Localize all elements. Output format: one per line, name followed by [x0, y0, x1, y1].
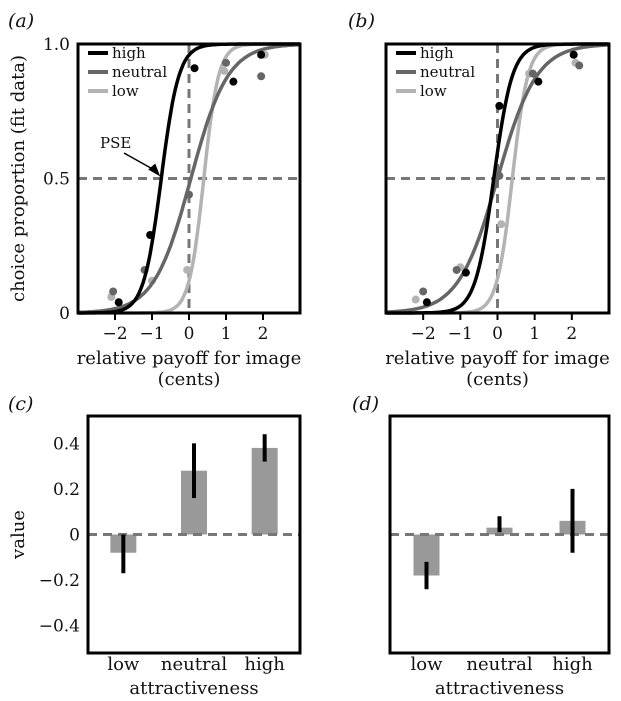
panel-a-xlabel: relative payoff for image: [77, 348, 302, 369]
panel-c-label: (c): [8, 393, 33, 415]
panel-a-ylabel: choice proportion (fit data): [8, 55, 29, 302]
panel-a-annotation: PSE: [100, 134, 131, 152]
panel-c-ytick-label: 0.2: [53, 480, 80, 500]
panel-a-ytick-label: 1.0: [43, 35, 70, 55]
panel-c-xtick-label: neutral: [161, 654, 227, 675]
panel-d-xlabel: attractiveness: [435, 678, 564, 699]
panel-b-legend-neutral: neutral: [420, 63, 475, 81]
panel-a-xlabel-units: (cents): [158, 369, 221, 390]
panel-a-legend-neutral: neutral: [112, 63, 167, 81]
panel-d-frame: [388, 414, 611, 655]
panel-a-point-high: [190, 64, 199, 73]
panel-a-point-high: [229, 77, 238, 86]
panel-a-point-neutral: [222, 58, 230, 67]
panel-a-curve-neutral: [78, 42, 301, 315]
panel-a-point-low: [220, 66, 229, 75]
panel-d-xtick-label: neutral: [466, 654, 532, 675]
panel-a-point-low: [183, 265, 192, 274]
panel-b-xtick-label: 0: [492, 324, 503, 344]
panel-b-legend-low: low: [420, 82, 447, 100]
panel-c-ytick-label: 0: [69, 526, 80, 546]
panel-a-point-high: [257, 50, 266, 59]
panel-c-bar-high: [251, 447, 278, 535]
panel-b-point-low: [411, 295, 420, 304]
panel-b-point-neutral: [419, 287, 428, 296]
panel-b-point-high: [495, 101, 504, 110]
panel-b-point-low: [497, 220, 506, 229]
panel-b-xtick-label: 2: [566, 324, 577, 344]
panel-a-xtick-label: 0: [184, 324, 195, 344]
panel-a-legend-low: low: [112, 82, 139, 100]
panel-c-xtick-label: low: [107, 654, 140, 675]
panel-b-point-high: [569, 50, 578, 59]
panel-d-xtick-label: high: [552, 654, 593, 675]
panel-a-annotation-arrow: [123, 152, 156, 172]
panel-c-ytick-label: 0.4: [53, 434, 80, 454]
panel-a-ytick-label: 0.5: [43, 170, 70, 190]
panel-b-point-high: [422, 298, 431, 307]
panel-a-point-neutral: [257, 72, 266, 81]
panel-c-ytick-label: −0.2: [39, 571, 80, 591]
panel-a-point-high: [146, 230, 155, 239]
panel-a-legend-high: high: [112, 44, 146, 62]
panel-b-xtick-label: −1: [448, 324, 473, 344]
panel-b-xtick-label: 1: [529, 324, 540, 344]
panel-a-xtick-label: 1: [221, 324, 232, 344]
panel-a-xtick-label: −2: [102, 324, 127, 344]
panel-a-point-neutral: [185, 190, 193, 199]
panel-b-point-neutral: [575, 61, 584, 70]
panel-a-xtick-label: −1: [139, 324, 164, 344]
panel-b-xlabel: relative payoff for image: [385, 348, 610, 369]
panel-a-point-high: [114, 298, 123, 307]
panel-c-xtick-label: high: [244, 654, 285, 675]
panel-b-point-neutral: [452, 265, 461, 274]
panel-c-frame: [86, 414, 302, 655]
panel-a-point-neutral: [109, 287, 118, 296]
panel-b-point-high: [461, 268, 470, 277]
panel-b-legend-high: high: [420, 44, 454, 62]
panel-c-xlabel: attractiveness: [129, 678, 258, 699]
panel-b-xlabel-units: (cents): [466, 369, 529, 390]
panel-b-point-high: [534, 77, 543, 86]
panel-b-label: (b): [348, 10, 375, 32]
panel-b-xtick-label: −2: [411, 324, 436, 344]
panel-b-point-neutral: [528, 69, 537, 78]
panel-d-xtick-label: low: [410, 654, 443, 675]
panel-a-label: (a): [8, 10, 34, 32]
panel-d-label: (d): [352, 393, 379, 415]
panel-c-ytick-label: −0.4: [39, 617, 80, 637]
panel-a-ytick-label: 0: [59, 304, 70, 324]
panel-b-point-neutral: [495, 171, 504, 180]
panel-c-ylabel: value: [8, 510, 29, 560]
panel-a-annotation-arrowhead: [148, 163, 161, 177]
plot-layer: [76, 42, 611, 655]
panel-a-xtick-label: 2: [258, 324, 269, 344]
